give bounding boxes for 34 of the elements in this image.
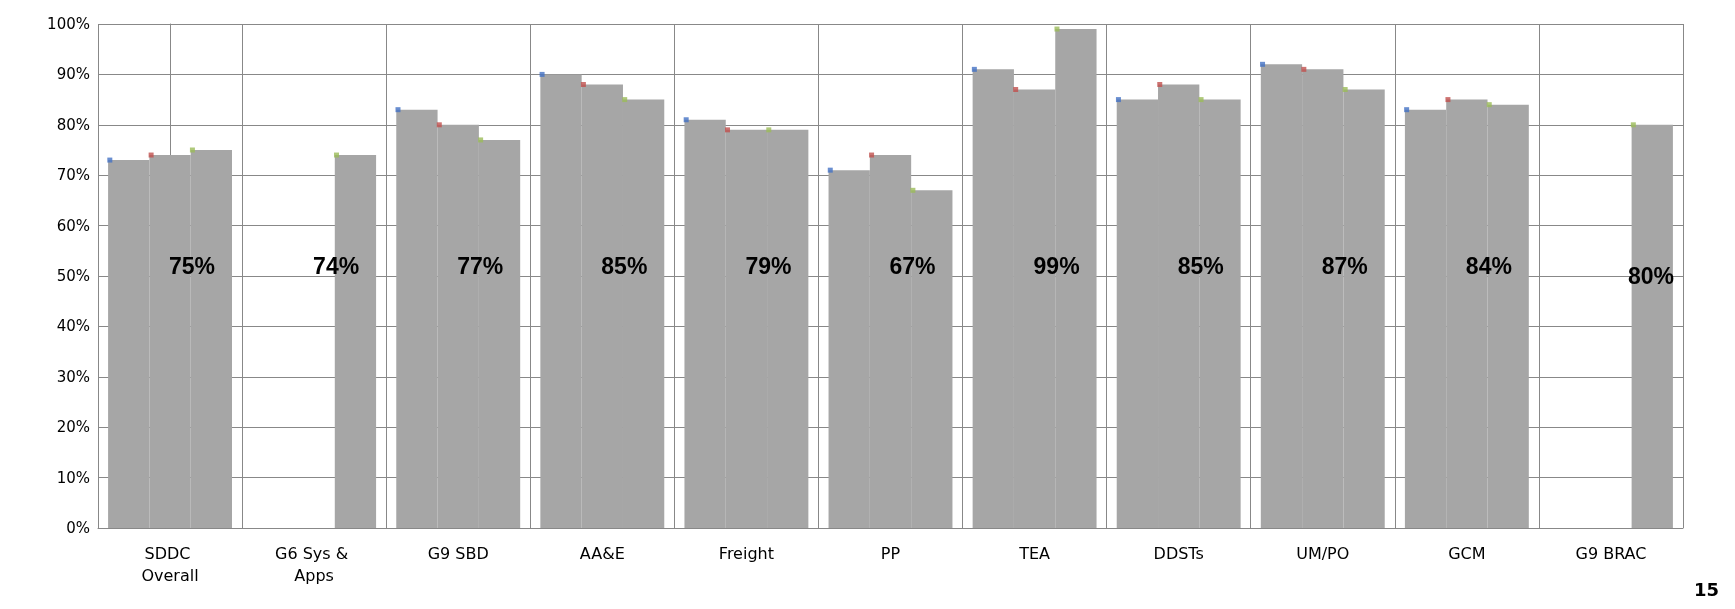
annotation: 85%	[1177, 252, 1224, 279]
x-tick-label: G9 SBD	[427, 543, 489, 563]
annotation: 84%	[1465, 252, 1512, 279]
annotation: 77%	[457, 252, 504, 279]
annotation: 67%	[889, 252, 936, 279]
x-tick-label: UM/PO	[1296, 543, 1350, 563]
y-tick-label: 60%	[56, 216, 90, 235]
x-tick-label: GCM	[1448, 543, 1486, 563]
y-tick-label: 30%	[56, 367, 90, 386]
y-tick-label: 0%	[66, 519, 90, 537]
x-tick-label: DDSTs	[1153, 543, 1204, 563]
y-tick-label: 70%	[56, 166, 90, 185]
annotation: 80%	[1627, 263, 1674, 289]
annotation: 75%	[169, 252, 216, 279]
annotation: 99%	[1033, 252, 1080, 279]
annotation: 85%	[601, 252, 648, 279]
y-tick-label: 40%	[56, 317, 90, 336]
x-tick-label: SDDC Overall	[141, 543, 199, 585]
x-tick-label: Freight	[718, 543, 774, 563]
y-tick-label: 20%	[56, 418, 90, 437]
x-tick-label: G6 Sys & Apps	[275, 543, 354, 585]
y-tick-label: 10%	[56, 468, 90, 487]
annotation: 87%	[1321, 252, 1368, 279]
annotation: 79%	[745, 252, 792, 279]
x-tick-label: G9 BRAC	[1575, 543, 1647, 563]
x-tick-label: PP	[880, 543, 901, 563]
text: 15	[1693, 578, 1720, 600]
x-tick-label: AA&E	[579, 543, 625, 563]
y-tick-label: 100%	[47, 15, 90, 33]
x-tick-label: TEA	[1018, 543, 1051, 563]
y-tick-label: 50%	[56, 267, 90, 285]
y-tick-label: 90%	[56, 65, 90, 84]
annotation: 74%	[313, 252, 360, 279]
y-tick-label: 80%	[56, 115, 90, 134]
